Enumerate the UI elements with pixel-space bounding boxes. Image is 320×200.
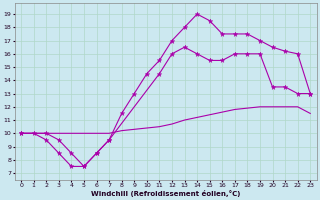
X-axis label: Windchill (Refroidissement éolien,°C): Windchill (Refroidissement éolien,°C) [91,190,240,197]
